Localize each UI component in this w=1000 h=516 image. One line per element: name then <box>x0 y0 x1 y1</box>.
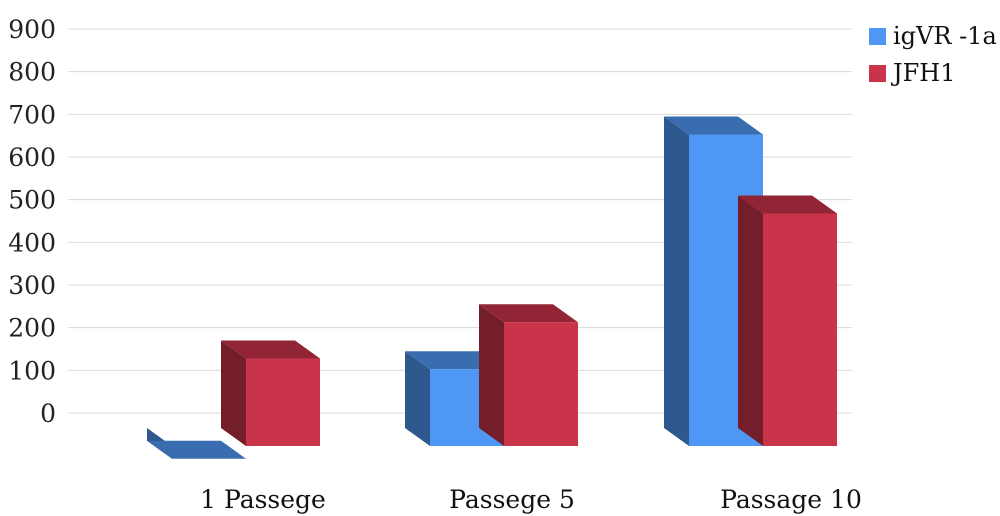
bar-front <box>763 213 837 446</box>
x-category-label: Passege 5 <box>449 485 575 514</box>
y-axis-ticks: 0 100 200 300 400 500 600 700 800 900 <box>8 15 56 428</box>
legend-swatch <box>869 28 886 45</box>
x-category-label: Passage 10 <box>720 485 862 514</box>
legend-swatch <box>869 65 886 82</box>
x-category-label: 1 Passege <box>200 485 326 514</box>
bar-side <box>405 351 430 446</box>
y-tick-label: 0 <box>40 399 56 428</box>
bar-side <box>221 340 246 446</box>
bar <box>479 304 578 446</box>
x-axis-categories: 1 Passege Passege 5 Passage 10 <box>200 485 862 514</box>
y-tick-label: 300 <box>8 271 56 300</box>
bar-side <box>664 116 689 447</box>
bar-top <box>147 440 246 459</box>
y-tick-label: 700 <box>8 100 56 129</box>
bar <box>147 428 246 459</box>
bar-top <box>479 304 578 323</box>
bar <box>738 195 837 446</box>
y-tick-label: 800 <box>8 58 56 87</box>
bar-top <box>738 195 837 214</box>
y-tick-label: 400 <box>8 228 56 257</box>
legend-label: JFH1 <box>890 59 955 87</box>
bar <box>221 340 320 446</box>
y-tick-label: 900 <box>8 15 56 44</box>
bar-front <box>246 358 320 446</box>
bar-top <box>664 116 763 135</box>
y-tick-label: 100 <box>8 356 56 385</box>
y-tick-label: 200 <box>8 314 56 343</box>
bar-side <box>479 304 504 446</box>
bar-top <box>221 340 320 359</box>
bar-front <box>504 322 578 446</box>
y-tick-label: 500 <box>8 186 56 215</box>
gridlines <box>68 28 852 414</box>
legend-label: igVR -1a <box>893 22 997 50</box>
legend: igVR -1a JFH1 <box>869 22 997 87</box>
y-tick-label: 600 <box>8 143 56 172</box>
bars <box>147 116 837 459</box>
bar-side <box>738 195 763 446</box>
